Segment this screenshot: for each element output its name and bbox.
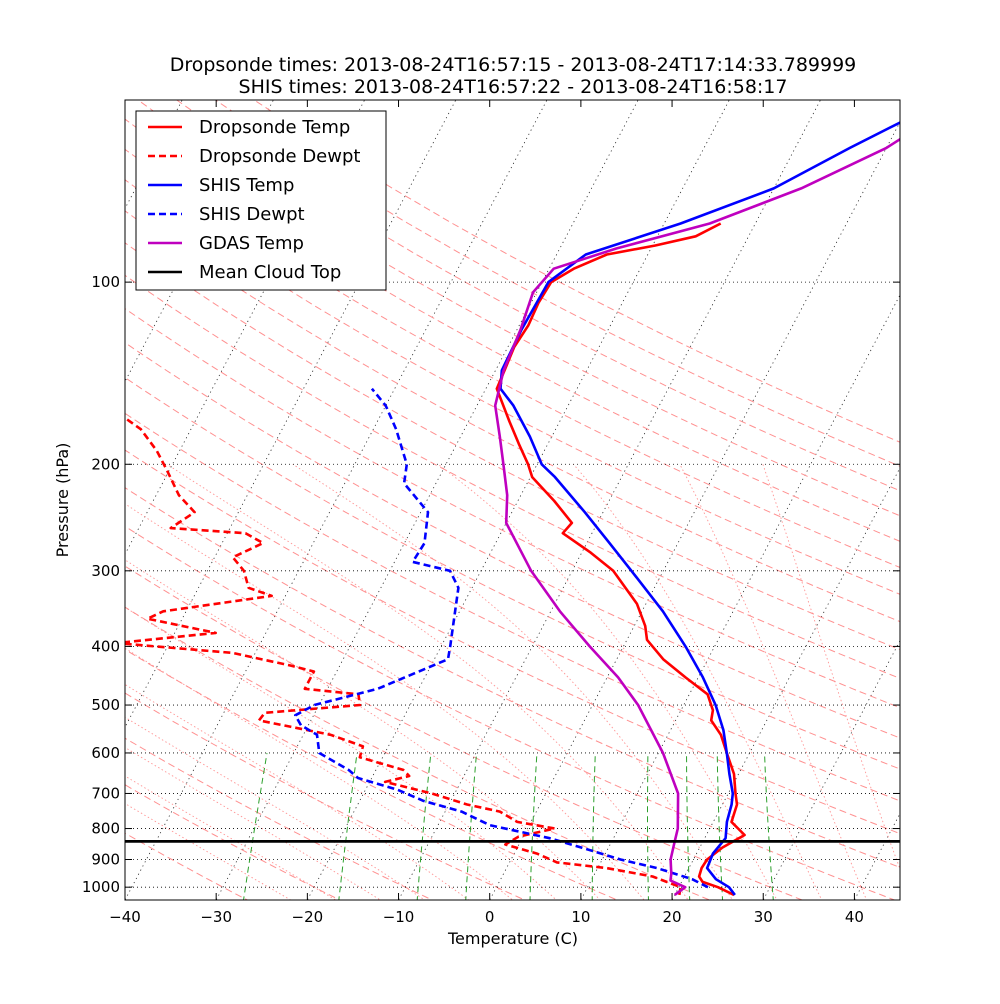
isotherm-line: [0, 72, 14, 912]
y-tick-label: 400: [91, 637, 120, 655]
chart-legend: Dropsonde Temp Dropsonde Dewpt SHIS Temp SH…: [136, 111, 386, 290]
y-tick-label: 900: [91, 850, 120, 868]
y-tick-label: 100: [91, 273, 120, 291]
x-axis-label: Temperature (C): [447, 929, 578, 948]
y-tick-label: 200: [91, 455, 120, 473]
x-tick-label: 10: [571, 908, 590, 926]
y-tick-label: 600: [91, 744, 120, 762]
y-tick-label: 1000: [82, 878, 120, 896]
legend-label: Dropsonde Dewpt: [199, 146, 360, 167]
x-tick-label: 30: [754, 908, 773, 926]
legend-label: Mean Cloud Top: [199, 262, 341, 283]
legend-label: GDAS Temp: [199, 233, 304, 254]
y-tick-label: 300: [91, 562, 120, 580]
y-tick-label: 500: [91, 696, 120, 714]
x-tick-label: 40: [845, 908, 864, 926]
x-tick-label: −40: [109, 908, 141, 926]
legend-label: Dropsonde Temp: [199, 117, 350, 138]
legend-label: SHIS Temp: [199, 175, 294, 196]
x-tick-label: 0: [485, 908, 495, 926]
y-axis-label: Pressure (hPa): [53, 443, 72, 558]
x-tick-label: 20: [663, 908, 682, 926]
y-tick-label: 800: [91, 820, 120, 838]
isotherm-line: [939, 72, 1000, 912]
y-tick-label: 700: [91, 784, 120, 802]
chart-title-line-2: SHIS times: 2013-08-24T16:57:22 - 2013-0…: [239, 76, 788, 98]
x-tick-label: −10: [383, 908, 415, 926]
legend-label: SHIS Dewpt: [199, 204, 305, 225]
x-tick-label: −20: [292, 908, 324, 926]
chart-title-line-1: Dropsonde times: 2013-08-24T16:57:15 - 2…: [170, 54, 857, 76]
x-tick-label: −30: [200, 908, 232, 926]
